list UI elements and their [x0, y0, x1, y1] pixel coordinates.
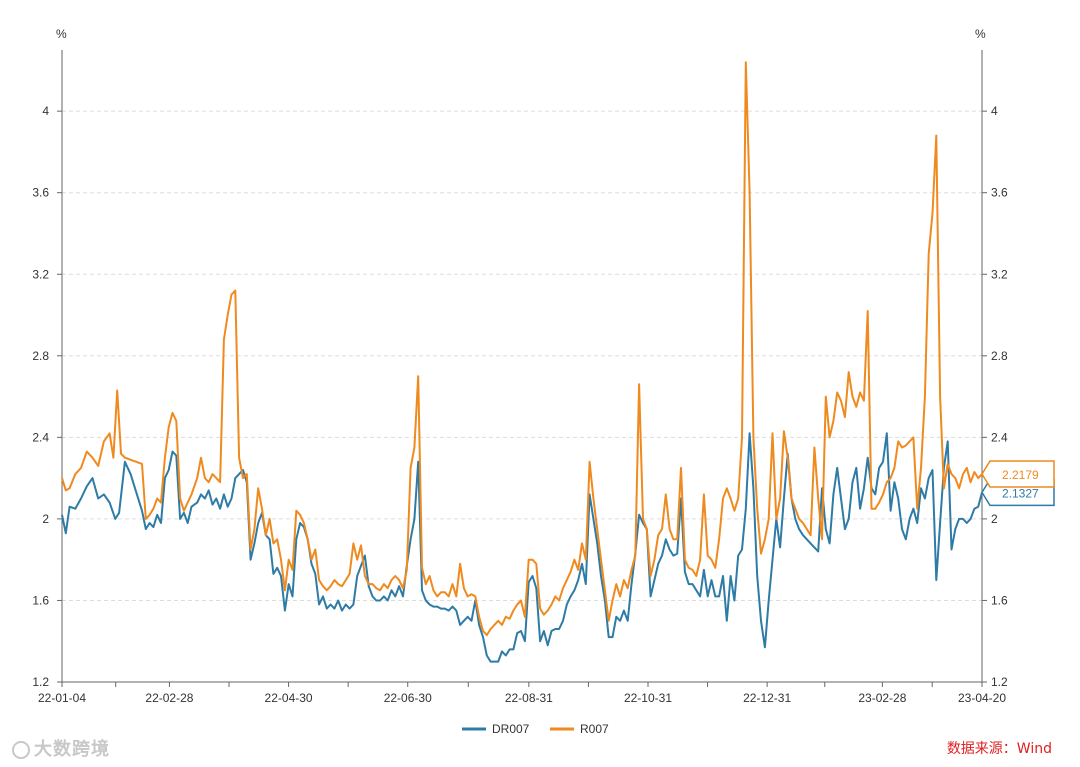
value-callout-text: 2.2179	[1002, 468, 1039, 482]
x-tick-label: 22-01-04	[38, 691, 86, 705]
y-tick-label-left: 2.4	[32, 430, 49, 444]
x-tick-label: 22-10-31	[624, 691, 672, 705]
series-line-dr007	[61, 432, 983, 663]
x-tick-label: 22-04-30	[265, 691, 313, 705]
legend-label: R007	[580, 722, 609, 736]
y-tick-label-right: 1.6	[991, 593, 1008, 607]
y-tick-label-right: 2.8	[991, 349, 1008, 363]
x-tick-label: 22-12-31	[743, 691, 791, 705]
right-axis-unit: %	[975, 27, 986, 41]
y-tick-label-right: 1.2	[991, 675, 1008, 689]
x-tick-label: 22-02-28	[145, 691, 193, 705]
y-tick-label-left: 2.8	[32, 349, 49, 363]
series-line-r007	[61, 61, 983, 637]
y-tick-label-left: 1.6	[32, 593, 49, 607]
grid	[62, 110, 982, 683]
series	[61, 61, 983, 663]
brand-logo-icon	[12, 741, 30, 759]
legend-item-r007: R007	[550, 722, 609, 736]
last-value-labels: 2.1327 2.2179	[981, 460, 1055, 507]
axes: 1.2 1.2 1.6 1.6 2 2 2.4 2.4 2.8 2.8 3.2 3.2 3.6 3.6 4 4…	[32, 50, 1008, 705]
watermark: 大数跨境	[12, 735, 110, 761]
y-tick-label-left: 1.2	[32, 675, 49, 689]
y-tick-label-right: 3.6	[991, 186, 1008, 200]
y-tick-label-right: 2	[991, 512, 998, 526]
y-tick-label-left: 3.2	[32, 267, 49, 281]
legend: DR007 R007	[462, 722, 609, 736]
y-tick-label-right: 4	[991, 104, 998, 118]
watermark-text: 大数跨境	[34, 739, 110, 760]
last-value-r007: 2.2179	[981, 460, 1055, 488]
y-tick-label-left: 4	[42, 104, 49, 118]
x-tick-label: 22-08-31	[505, 691, 553, 705]
value-callout-text: 2.1327	[1002, 486, 1039, 500]
y-tick-label-right: 2.4	[991, 430, 1008, 444]
x-tick-label: 23-02-28	[858, 691, 906, 705]
y-tick-label-right: 3.2	[991, 267, 1008, 281]
left-axis-unit: %	[56, 27, 67, 41]
data-source: 数据来源：Wind	[946, 741, 1052, 757]
x-tick-label: 22-06-30	[384, 691, 432, 705]
legend-label: DR007	[492, 722, 530, 736]
y-tick-label-left: 3.6	[32, 186, 49, 200]
x-tick-label: 23-04-20	[958, 691, 1006, 705]
value-callout-box	[981, 460, 1055, 488]
y-tick-label-left: 2	[42, 512, 49, 526]
legend-item-dr007: DR007	[462, 722, 530, 736]
